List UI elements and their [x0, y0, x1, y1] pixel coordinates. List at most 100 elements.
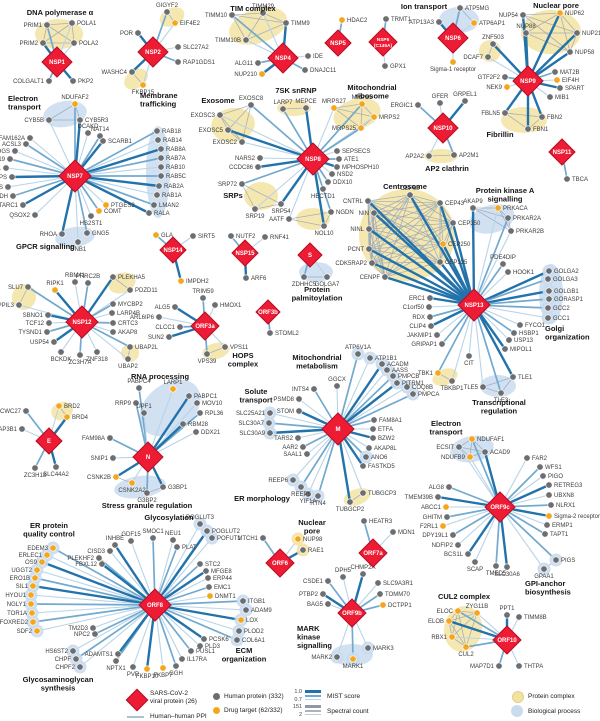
protein-label: SBNO1 [23, 313, 44, 319]
human-protein-node [31, 211, 39, 219]
protein-label: REEP6 [268, 478, 288, 484]
protein-label: RBX1 [431, 635, 447, 641]
viral-protein-hub-label: NSP12 [72, 320, 92, 326]
bait-prey-edge [372, 211, 476, 307]
human-protein-node [426, 294, 434, 302]
mist-line-low [305, 698, 321, 700]
protein-label: NGDN [336, 210, 354, 216]
protein-label: TIMM8B [524, 615, 547, 621]
protein-label: IMPDH2 [186, 279, 209, 285]
protein-label: PITRM1 [402, 381, 425, 387]
viral-protein-hub-label: NSP7 [67, 174, 83, 180]
protein-label: FASTKD5 [368, 464, 395, 470]
protein-label: DPH5 [335, 568, 352, 574]
cluster-title: Electron [431, 419, 461, 428]
human-protein-node [538, 113, 546, 121]
human-protein-node [52, 463, 60, 471]
protein-label: DNAJC11 [310, 68, 337, 74]
protein-label: CHMP2A [350, 565, 375, 571]
protein-label: REEP5 [291, 492, 311, 498]
human-protein-node [319, 185, 327, 193]
protein-label: NPC2 [74, 632, 91, 638]
viral-protein-hub [132, 441, 164, 473]
protein-label: HYOU1 [5, 593, 26, 599]
bait-prey-edge [471, 438, 501, 508]
human-protein-node [109, 300, 117, 308]
bait-prey-edge [254, 158, 314, 210]
drug-target-node [338, 16, 346, 24]
viral-protein-hub-label: ORF6 [272, 561, 289, 567]
drug-target-node [503, 83, 511, 91]
ppi-edge [46, 22, 73, 26]
protein-label: Sigma-2 receptor [554, 514, 600, 520]
bait-prey-edge [337, 357, 371, 430]
human-protein-node [339, 573, 347, 581]
protein-label: RBM28 [188, 422, 209, 428]
protein-label: ACADM [387, 362, 409, 368]
ppi-edge [46, 24, 75, 44]
drug-target-node [494, 204, 502, 212]
ppi-edge [368, 222, 454, 230]
protein-label: PRKAR2A [513, 216, 541, 222]
human-protein-node [327, 208, 335, 216]
biological-process-legend-label: Biological process [528, 708, 581, 715]
human-protein-node [154, 136, 162, 144]
protein-label: SLC30A9 [239, 431, 265, 437]
protein-label: POLA2 [79, 41, 99, 47]
human-protein-node [310, 385, 318, 393]
human-protein-node [238, 180, 246, 188]
human-protein-node [99, 137, 107, 145]
human-protein-node [299, 443, 307, 451]
ppi-edge [409, 194, 441, 204]
human-protein-node [109, 273, 117, 281]
human-protein-node [389, 528, 397, 536]
cluster-title: Glycosylation [144, 513, 194, 522]
protein-label: NDUFAF2 [61, 95, 89, 101]
cluster-title: Protein [304, 285, 330, 294]
human-protein-node [299, 546, 307, 554]
human-protein-node [153, 191, 161, 199]
protein-label: PRKAR2B [516, 229, 544, 235]
cluster-title: kinase [297, 633, 320, 642]
human-protein-node [153, 127, 161, 135]
bait-prey-edge [437, 304, 475, 374]
human-protein-node [465, 352, 473, 360]
human-protein-node [522, 29, 530, 37]
protein-label: ZC3H18 [24, 473, 47, 479]
protein-label: HECTD1 [311, 194, 336, 200]
protein-label: NUP88 [516, 24, 536, 30]
bait-prey-edge [336, 362, 384, 431]
protein-label: YIF1A [300, 499, 317, 505]
protein-label: ARF6 [251, 276, 267, 282]
protein-label: PTBP2 [299, 592, 319, 598]
cluster-title: Mitochondrial [347, 83, 396, 92]
human-protein-node [426, 313, 434, 321]
cluster-title: palmitoylation [292, 294, 343, 303]
human-protein-node [45, 116, 53, 124]
ppi-edge [231, 12, 264, 16]
ppi-edge [368, 228, 441, 263]
protein-label: DDX10 [333, 180, 353, 186]
ppi-edge [522, 14, 571, 53]
human-protein-node [11, 147, 19, 155]
human-protein-node [157, 154, 165, 162]
viral-protein-hub [492, 625, 522, 655]
protein-label: AP2M1 [459, 153, 479, 159]
human-protein-node [403, 383, 411, 391]
viral-protein-hub [548, 138, 576, 166]
human-protein-node [196, 409, 204, 417]
protein-label: RIPK1 [46, 281, 64, 287]
human-protein-node [369, 434, 377, 442]
protein-label: TLE3 [494, 398, 509, 404]
human-protein-node [471, 558, 479, 566]
protein-label: PIGS [561, 558, 575, 564]
protein-complex-legend-icon [512, 691, 524, 703]
human-protein-node [140, 409, 148, 417]
protein-label: ELOC [437, 609, 454, 615]
viral-protein-hub-label: ORF9b [342, 611, 362, 617]
drug-target-node [143, 665, 151, 673]
viral-protein-hub-label: S [308, 253, 312, 259]
human-protein-node [266, 409, 274, 417]
protein-label: SDF2 [17, 629, 33, 635]
protein-label: AP3B1 [0, 427, 18, 433]
